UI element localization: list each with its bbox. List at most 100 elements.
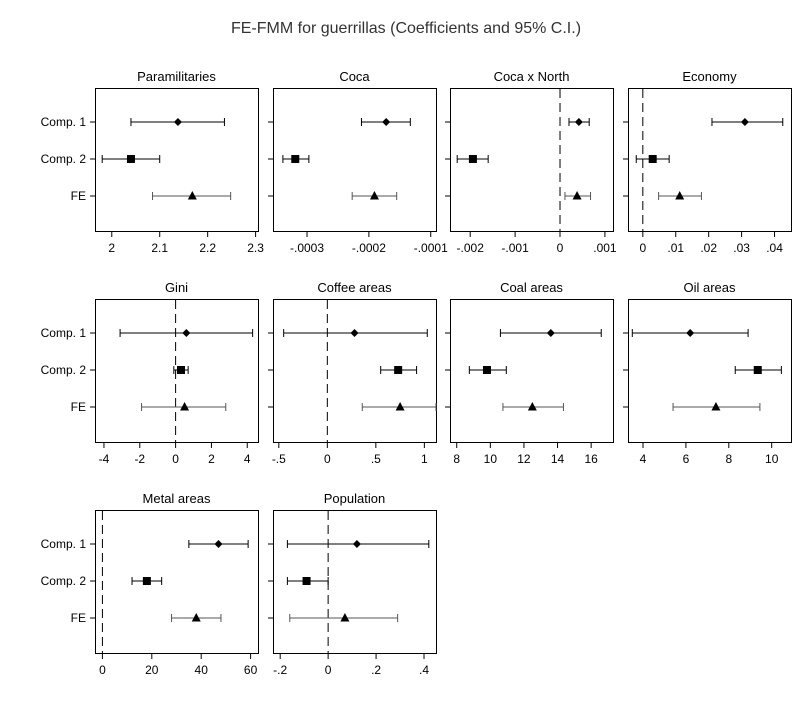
panel-title: Gini [165,280,188,295]
panel-title: Economy [682,69,737,84]
diamond-marker [740,118,749,126]
x-tick-label: 60 [244,663,258,677]
x-tick-label: 6 [683,452,690,466]
diamond-marker [382,118,391,126]
panel-title: Metal areas [143,491,211,506]
x-tick-label: 10 [484,452,498,466]
square-marker [302,577,311,585]
y-tick-label: Comp. 2 [41,363,87,377]
x-tick-label: .01 [667,241,684,255]
panel-title: Oil areas [683,280,736,295]
diamond-marker [350,329,359,337]
diamond-marker [173,118,182,126]
x-tick-label: 0 [324,452,331,466]
x-tick-label: 40 [195,663,209,677]
panel-title: Coffee areas [317,280,392,295]
triangle-marker [395,402,405,411]
y-tick-label: Comp. 1 [41,537,87,551]
panel-frame [628,88,792,232]
square-marker [648,155,657,163]
diamond-marker [686,329,695,337]
x-tick-label: 2.3 [247,241,264,255]
x-tick-label: 0 [172,452,179,466]
triangle-marker [369,191,379,200]
panel-title: Coca [339,69,370,84]
square-marker [468,155,477,163]
triangle-marker [675,191,685,200]
diamond-marker [546,329,555,337]
panel-frame [273,510,437,654]
x-tick-label: 10 [765,452,779,466]
y-tick-label: FE [71,611,86,625]
triangle-marker [187,191,197,200]
y-tick-label: Comp. 1 [41,115,87,129]
y-tick-label: Comp. 1 [41,326,87,340]
chart-title: FE-FMM for guerrillas (Coefficients and … [230,20,582,37]
panel-title: Coal areas [500,280,563,295]
y-tick-label: FE [71,189,86,203]
square-marker [176,366,185,374]
panel-frame [95,510,259,654]
panel-10: Population -.2 0 .2 .4 [268,491,437,677]
square-marker [753,366,762,374]
panel-4: Economy 0 .01 .02 .03 .04 [623,69,792,255]
panel-1: Paramilitaries 2 2.1 2.2 2.3 Comp. 1 Comp. 2 FE [41,69,265,255]
x-tick-label: 20 [145,663,159,677]
diamond-marker [574,118,583,126]
triangle-marker [180,402,190,411]
panel-frame [273,299,437,443]
x-tick-label: 8 [453,452,460,466]
x-tick-label: 0 [325,663,332,677]
square-marker [126,155,135,163]
triangle-marker [340,613,350,622]
diamond-marker [214,540,223,548]
x-tick-label: 8 [725,452,732,466]
y-tick-label: Comp. 2 [41,574,87,588]
x-tick-label: -.0003 [290,241,324,255]
x-tick-label: 2 [108,241,115,255]
panel-3: Coca x North -.002 -.001 0 .001 [445,69,617,255]
y-tick-label: Comp. 2 [41,152,87,166]
panel-frame [628,299,792,443]
x-tick-label: -.002 [457,241,485,255]
x-tick-label: 2.1 [151,241,168,255]
panel-frame [450,299,614,443]
panel-frame [95,299,259,443]
panel-2: Coca -.0003 -.0002 -.0001 [268,69,448,255]
panel-frame [95,88,259,232]
panel-frame [273,88,437,232]
x-tick-label: -.2 [273,663,287,677]
x-tick-label: -.0001 [414,241,448,255]
x-tick-label: 4 [244,452,251,466]
panel-5: Gini -4 -2 0 2 4 Comp. 1 Comp. 2 FE [41,280,259,466]
square-marker [394,366,403,374]
x-tick-label: -.5 [272,452,286,466]
x-tick-label: 0 [99,663,106,677]
x-tick-label: 0 [557,241,564,255]
x-tick-label: -.001 [501,241,529,255]
x-tick-label: .03 [733,241,750,255]
diamond-marker [352,540,361,548]
x-tick-label: .02 [700,241,717,255]
x-tick-label: 1 [421,452,428,466]
panel-title: Paramilitaries [137,69,216,84]
triangle-marker [572,191,582,200]
x-tick-label: 16 [584,452,598,466]
x-tick-label: 2 [208,452,215,466]
x-tick-label: .4 [419,663,429,677]
x-tick-label: -4 [99,452,110,466]
x-tick-label: 4 [640,452,647,466]
y-tick-label: FE [71,400,86,414]
triangle-marker [191,613,201,622]
x-tick-label: 2.2 [199,241,216,255]
panel-9: Metal areas 0 20 40 60 Comp. 1 Comp. 2 FE [41,491,259,677]
triangle-marker [711,402,721,411]
square-marker [482,366,491,374]
x-tick-label: -.0002 [352,241,386,255]
x-tick-label: 0 [639,241,646,255]
x-tick-label: .5 [371,452,381,466]
panel-7: Coal areas 8 10 12 14 16 [445,280,614,466]
x-tick-label: -2 [134,452,145,466]
